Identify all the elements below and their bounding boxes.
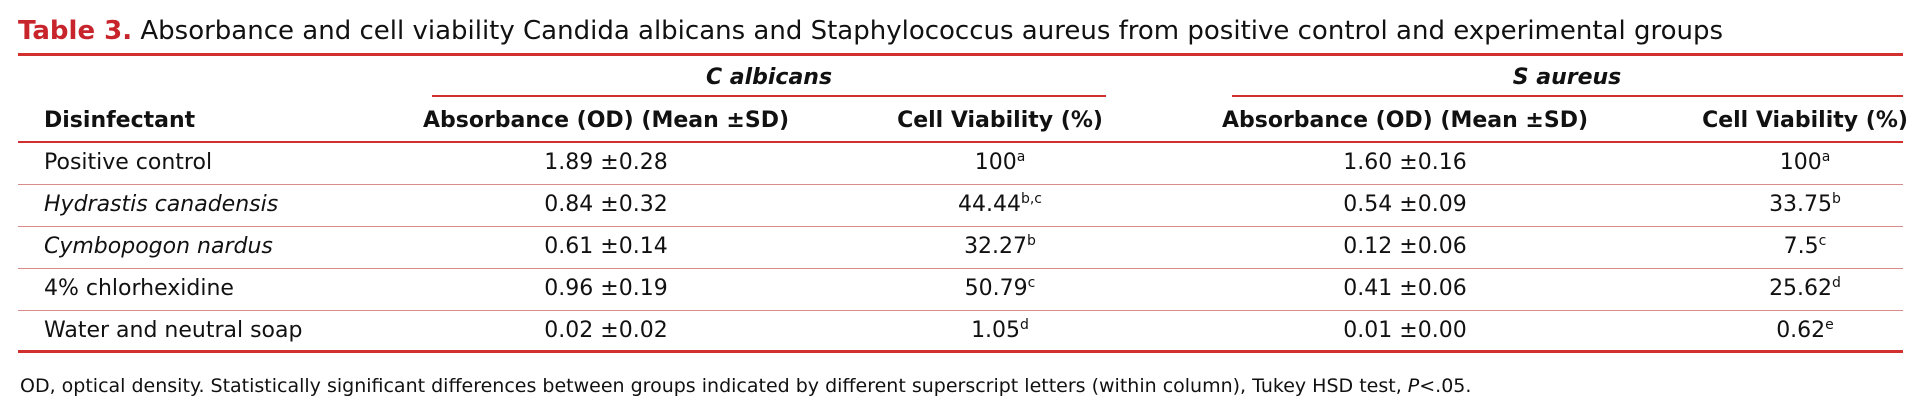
cell-superscript: d — [1832, 275, 1841, 291]
group-header: S aureus — [1512, 65, 1622, 90]
rule — [18, 141, 1903, 143]
cell-value: 0.41 ±0.06 — [1343, 276, 1467, 301]
cell: 100a — [700, 148, 1300, 178]
footnote: OD, optical density. Statistically signi… — [20, 371, 1471, 401]
cell-value: 7.5 — [1783, 234, 1819, 259]
cell-superscript: a — [1016, 149, 1026, 165]
row-name: Water and neutral soap — [44, 318, 303, 343]
rule — [18, 53, 1903, 56]
cell: 0.96 ±0.19 — [306, 274, 906, 304]
cell-value: 1.05 — [971, 318, 1021, 343]
cell: 32.27b — [700, 232, 1300, 262]
row-name: Cymbopogon nardus — [44, 234, 273, 259]
cell-superscript: c — [1027, 275, 1036, 291]
cell: 0.61 ±0.14 — [306, 232, 906, 262]
row-rule — [18, 226, 1903, 227]
cell-superscript: d — [1020, 317, 1029, 333]
group-rule — [1232, 95, 1903, 97]
note-text: OD, optical density. Statistically signi… — [20, 375, 1402, 397]
column-header: Absorbance (OD) (Mean ±SD) — [422, 108, 790, 133]
rule — [18, 350, 1903, 353]
cell: 0.41 ±0.06 — [1105, 274, 1705, 304]
cell-superscript: e — [1825, 317, 1834, 333]
cell-value: 25.62 — [1769, 276, 1833, 301]
cell-superscript: c — [1818, 233, 1827, 249]
cell: 0.84 ±0.32 — [306, 190, 906, 220]
cell-value: 50.79 — [964, 276, 1028, 301]
cell-value: 1.60 ±0.16 — [1343, 150, 1467, 175]
cell-value: 33.75 — [1769, 192, 1833, 217]
cell: 50.79c — [700, 274, 1300, 304]
column-header: Cell Viability (%) — [1702, 108, 1908, 133]
cell-value: 0.96 ±0.19 — [544, 276, 668, 301]
column-header: Disinfectant — [44, 108, 196, 133]
row-rule — [18, 310, 1903, 311]
column-header: Absorbance (OD) (Mean ±SD) — [1221, 108, 1589, 133]
row-name: 4% chlorhexidine — [44, 276, 234, 301]
cell-value: 0.01 ±0.00 — [1343, 318, 1467, 343]
table-title: Absorbance and cell viability Candida al… — [140, 16, 1724, 46]
cell: 25.62d — [1505, 274, 1928, 304]
cell-value: 32.27 — [964, 234, 1028, 259]
cell: 7.5c — [1505, 232, 1928, 262]
row-name: Positive control — [44, 150, 213, 175]
group-rule — [432, 95, 1106, 97]
cell-value: 0.61 ±0.14 — [544, 234, 668, 259]
cell-value: 44.44 — [957, 192, 1021, 217]
note-p: P — [1407, 375, 1420, 397]
cell-value: 100 — [1779, 150, 1822, 175]
cell-superscript: b — [1027, 233, 1036, 249]
row-rule — [18, 184, 1903, 185]
cell-value: 0.54 ±0.09 — [1343, 192, 1467, 217]
column-header: Cell Viability (%) — [897, 108, 1103, 133]
cell: 0.54 ±0.09 — [1105, 190, 1705, 220]
group-header: C albicans — [705, 65, 833, 90]
cell-value: 0.84 ±0.32 — [544, 192, 668, 217]
cell-value: 100 — [974, 150, 1017, 175]
cell: 1.89 ±0.28 — [306, 148, 906, 178]
row-name: Hydrastis canadensis — [44, 192, 279, 217]
cell-value: 0.62 — [1776, 318, 1826, 343]
cell-superscript: b,c — [1020, 191, 1043, 207]
cell: 100a — [1505, 148, 1928, 178]
cell-value: 0.02 ±0.02 — [544, 318, 668, 343]
cell-value: 1.89 ±0.28 — [544, 150, 668, 175]
title-line: Table 3. Absorbance and cell viability C… — [18, 16, 1723, 46]
table-label: Table 3. — [18, 16, 133, 46]
cell: 1.60 ±0.16 — [1105, 148, 1705, 178]
cell: 1.05d — [700, 316, 1300, 346]
note-tail: <.05. — [1419, 375, 1472, 397]
cell: 0.02 ±0.02 — [306, 316, 906, 346]
cell-superscript: a — [1821, 149, 1831, 165]
cell-value: 0.12 ±0.06 — [1343, 234, 1467, 259]
cell: 44.44b,c — [700, 190, 1300, 220]
row-rule — [18, 268, 1903, 269]
cell: 0.62e — [1505, 316, 1928, 346]
cell: 33.75b — [1505, 190, 1928, 220]
cell: 0.01 ±0.00 — [1105, 316, 1705, 346]
cell-superscript: b — [1832, 191, 1841, 207]
cell: 0.12 ±0.06 — [1105, 232, 1705, 262]
